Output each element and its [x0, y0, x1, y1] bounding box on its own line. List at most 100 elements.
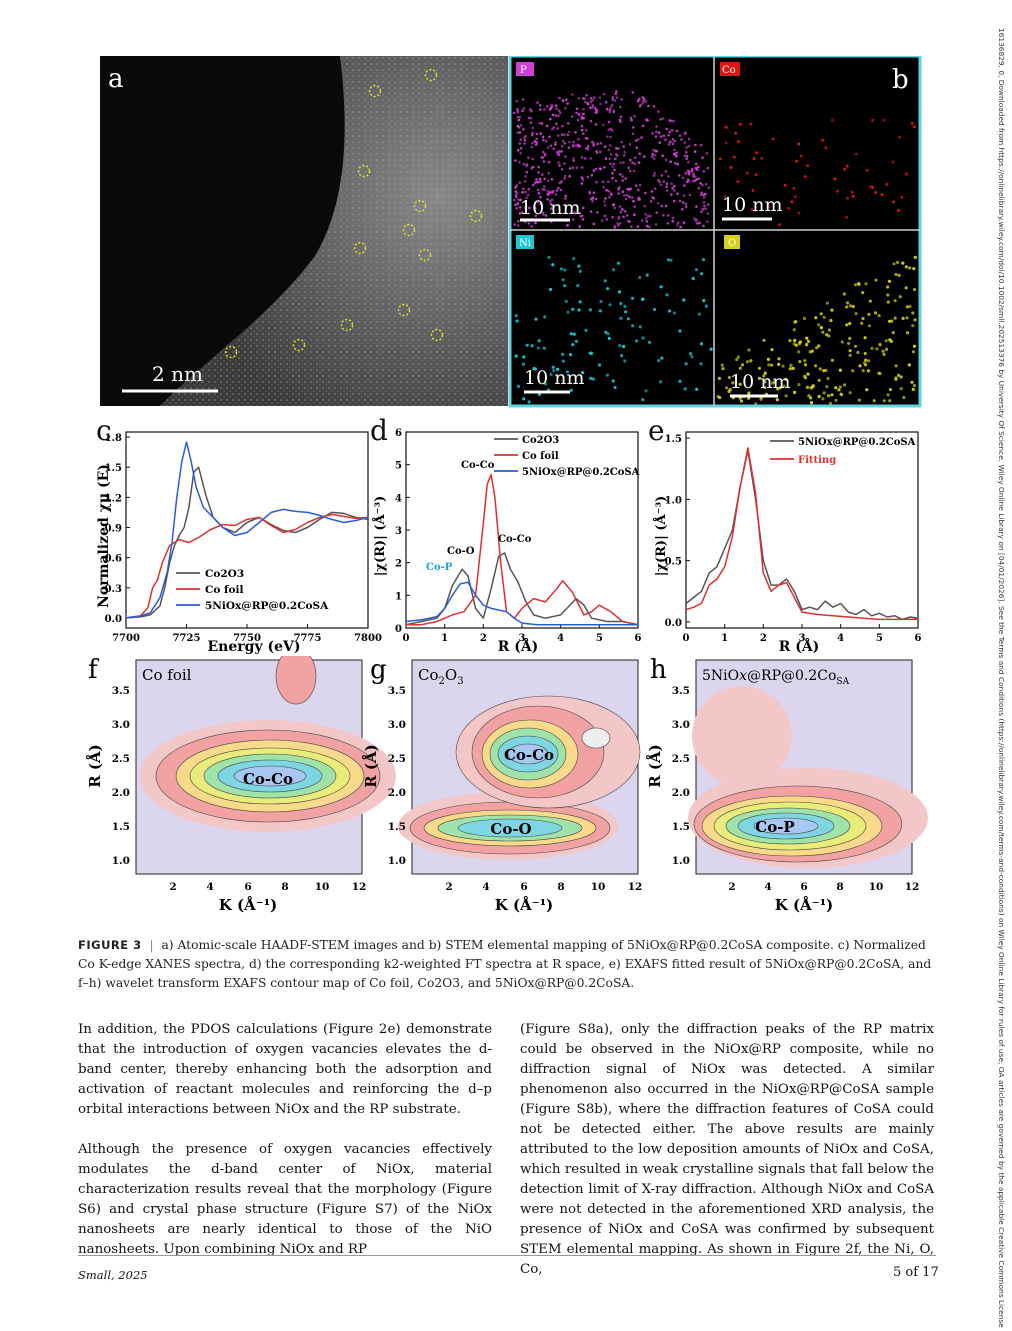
- map-dot: [519, 147, 523, 150]
- map-dot: [567, 146, 571, 150]
- map-dot: [861, 316, 865, 321]
- map-dot: [539, 180, 542, 183]
- map-dot: [856, 350, 860, 355]
- map-dot: [694, 143, 697, 147]
- map-dot: [516, 131, 520, 134]
- map-dot: [699, 182, 702, 185]
- map-dot: [626, 317, 630, 321]
- body-column-left: In addition, the PDOS calculations (Figu…: [78, 1020, 492, 1260]
- map-dot: [557, 186, 560, 190]
- panel-g-peak-coo: Co-O: [490, 820, 531, 838]
- map-dot: [649, 214, 652, 218]
- svg-text:10: 10: [591, 881, 606, 893]
- map-dot: [622, 344, 626, 349]
- map-dot: [603, 279, 607, 283]
- map-dot: [542, 150, 545, 154]
- map-dot: [659, 118, 662, 121]
- map-dot: [619, 115, 623, 119]
- map-dot: [913, 318, 917, 322]
- map-dot: [684, 362, 688, 366]
- map-dot: [542, 346, 546, 350]
- map-dot: [659, 135, 663, 138]
- map-dot: [609, 152, 613, 156]
- map-dot: [637, 97, 641, 101]
- map-dot: [521, 362, 525, 366]
- map-dot: [564, 106, 567, 110]
- map-dot: [747, 348, 751, 352]
- map-dot: [817, 323, 821, 327]
- chart-c-ylabel: Normalized χμ (E): [96, 464, 112, 608]
- map-dot: [653, 187, 657, 190]
- map-dot: [591, 200, 594, 203]
- map-dot: [851, 369, 855, 373]
- map-dot: [902, 395, 906, 400]
- map-dot: [655, 125, 658, 128]
- map-dot: [581, 166, 584, 169]
- map-dot: [524, 175, 527, 178]
- map-dot: [524, 206, 527, 210]
- y-tick-label: 0: [395, 624, 402, 635]
- map-dot: [905, 172, 909, 176]
- map-dot: [706, 166, 710, 170]
- x-tick-label: 5: [876, 633, 883, 644]
- panel-a-haadf-stem: a 2 nm: [100, 56, 508, 406]
- map-dot: [771, 137, 775, 141]
- map-dot: [595, 111, 599, 114]
- map-dot: [659, 183, 663, 187]
- map-dot: [857, 398, 861, 402]
- map-dot: [886, 285, 890, 289]
- map-dot: [519, 138, 522, 141]
- map-dot: [690, 168, 694, 171]
- chart-c-legend-3: 5NiOx@RP@0.2CoSA: [205, 600, 329, 612]
- map-dot: [634, 184, 638, 187]
- map-dot: [512, 111, 516, 115]
- map-dot: [704, 182, 708, 186]
- map-dot: [534, 221, 537, 225]
- map-dot: [554, 141, 557, 144]
- chart-c-legend-2: Co foil: [205, 584, 244, 596]
- map-dot: [652, 148, 655, 152]
- map-dot: [899, 375, 903, 379]
- map-dot: [792, 187, 796, 190]
- map-dot: [727, 375, 732, 380]
- map-dot: [543, 315, 547, 319]
- map-dot: [621, 190, 625, 193]
- map-dot: [550, 178, 554, 181]
- map-dot: [825, 333, 829, 337]
- map-dot: [672, 119, 675, 123]
- map-dot: [599, 142, 603, 145]
- map-dot: [609, 135, 612, 139]
- map-dot: [615, 153, 618, 156]
- x-tick-label: 7750: [233, 633, 261, 644]
- y-tick-label: 0.5: [665, 557, 682, 568]
- map-dot: [638, 275, 642, 280]
- map-dot: [697, 312, 701, 316]
- map-dot: [897, 135, 901, 139]
- map-dot: [549, 199, 552, 203]
- map-dot: [581, 97, 585, 100]
- map-dot: [702, 170, 706, 173]
- map-dot: [842, 383, 847, 387]
- map-dot: [576, 118, 580, 122]
- map-dot: [522, 397, 526, 401]
- map-dot: [603, 214, 607, 218]
- map-dot: [671, 137, 675, 141]
- map-dot: [561, 278, 565, 282]
- figure-caption-head: FIGURE 3: [78, 938, 142, 952]
- map-dot: [691, 276, 695, 281]
- map-dot: [616, 222, 619, 225]
- map-dot: [682, 194, 686, 197]
- map-dot: [559, 188, 563, 192]
- map-dot: [525, 163, 529, 166]
- svg-text:8: 8: [836, 881, 843, 893]
- map-dot: [651, 132, 654, 135]
- map-dot: [556, 367, 560, 371]
- map-dot: [685, 180, 689, 184]
- map-dot: [875, 347, 879, 351]
- map-dot: [821, 397, 825, 401]
- map-dot: [516, 148, 520, 152]
- map-dot: [865, 168, 869, 172]
- map-dot: [610, 193, 613, 196]
- map-dot: [634, 156, 637, 160]
- map-dot: [587, 145, 590, 149]
